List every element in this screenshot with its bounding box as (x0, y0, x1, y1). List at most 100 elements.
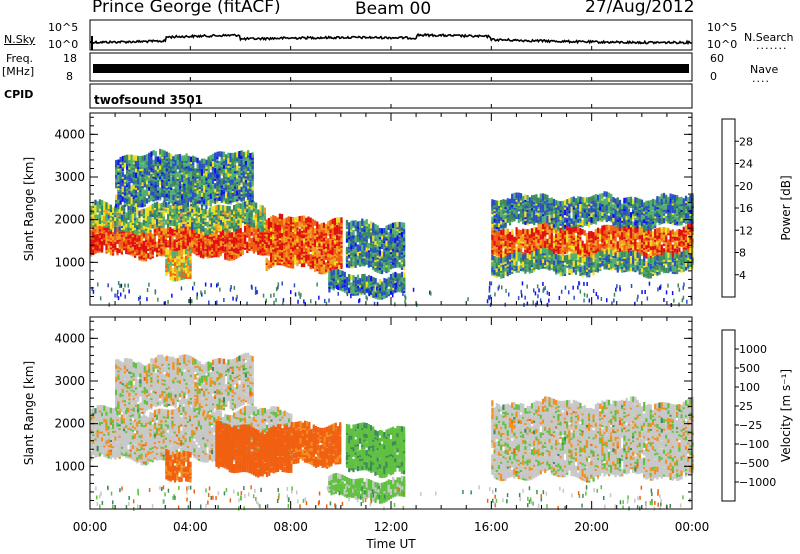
echo-cell (236, 194, 239, 200)
echo-cell (563, 246, 567, 253)
echo-cell (236, 165, 239, 171)
echo-cell (550, 247, 553, 254)
echo-cell (350, 282, 353, 288)
echo-cell (305, 246, 308, 252)
echo-cell (305, 225, 308, 231)
echo-cell (555, 232, 558, 238)
echo-cell (198, 173, 201, 180)
echo-cell (261, 236, 264, 243)
echo-cell (197, 245, 200, 251)
echo-cell (189, 156, 193, 163)
echo-cell (211, 231, 214, 237)
echo-cell (231, 152, 234, 159)
echo-cell (341, 270, 344, 277)
echo-cell (623, 223, 626, 230)
echo-cell (255, 235, 258, 241)
echo-cell (131, 206, 134, 212)
echo-cell (222, 167, 226, 173)
echo-cell (180, 238, 183, 244)
echo-cell (227, 158, 230, 164)
echo-cell (116, 238, 119, 244)
echo-cell (359, 285, 362, 292)
echo-cell (130, 196, 133, 203)
echo-cell (270, 226, 273, 232)
echo-cell (228, 209, 231, 216)
echo-cell (270, 229, 273, 236)
echo-cell (183, 178, 186, 184)
echo-cell (354, 284, 357, 290)
echo-cell (115, 159, 118, 166)
echo-cell (331, 239, 334, 246)
echo-cell (285, 244, 288, 250)
echo-cell (170, 197, 173, 204)
echo-cell (238, 151, 241, 157)
echo-cell (318, 262, 321, 269)
echo-cell (167, 264, 170, 270)
echo-cell (316, 258, 319, 264)
echo-cell (336, 261, 339, 267)
echo-cell (318, 251, 321, 257)
echo-cell (356, 244, 359, 250)
aux-panels (89, 19, 693, 109)
echo-cell (161, 166, 164, 173)
echo-cell (396, 254, 399, 260)
echo-cell (224, 205, 227, 211)
echo-cell (383, 289, 386, 295)
echo-cell (259, 248, 262, 254)
echo-cell (240, 175, 243, 181)
echo-cell (238, 183, 241, 190)
echo-cell (331, 257, 334, 263)
echo-cell (160, 220, 163, 226)
echo-cell (225, 184, 228, 191)
echo-cell (136, 208, 139, 214)
echo-cell (148, 189, 151, 195)
echo-cell (180, 220, 183, 227)
echo-cell (552, 241, 556, 247)
echo-cell (265, 257, 268, 264)
echo-cell (400, 231, 403, 238)
freq-trace-band (93, 64, 689, 73)
echo-cell (403, 228, 406, 234)
echo-cell (171, 240, 174, 246)
echo-cell (105, 233, 108, 239)
echo-cell (559, 248, 562, 255)
freq-tick-top: 18 (63, 52, 77, 65)
echo-cell (517, 246, 520, 253)
echo-cell (154, 179, 157, 186)
echo-cell (90, 209, 93, 215)
echo-cell (130, 168, 133, 174)
echo-cell (213, 221, 216, 227)
echo-cell (222, 205, 225, 211)
echo-cell (219, 210, 222, 216)
echo-cell (561, 237, 564, 243)
echo-cell (338, 240, 341, 246)
echo-cell (383, 278, 386, 284)
echo-cell (506, 228, 509, 235)
echo-cell (618, 238, 622, 245)
echo-cell (101, 215, 104, 221)
echo-cell (217, 208, 220, 215)
echo-cell (363, 235, 366, 242)
echo-cell (272, 249, 275, 256)
echo-cell (208, 226, 211, 233)
echo-cell (328, 287, 331, 293)
echo-cell (126, 158, 129, 164)
echo-cell (139, 202, 142, 208)
echo-cell (227, 198, 230, 205)
echo-cell (599, 228, 602, 234)
echo-cell (246, 222, 249, 228)
echo-cell (120, 214, 123, 221)
echo-cell (136, 217, 139, 224)
echo-cell (118, 207, 121, 213)
echo-cell (255, 219, 258, 226)
echo-cell (163, 150, 166, 156)
echo-cell (200, 204, 204, 211)
echo-cell (296, 233, 299, 240)
echo-cell (610, 225, 613, 231)
echo-cell (152, 182, 155, 189)
echo-cell (289, 238, 292, 244)
echo-cell (191, 211, 194, 217)
echo-cell (121, 171, 124, 177)
echo-cell (176, 273, 179, 280)
echo-cell (336, 228, 339, 235)
